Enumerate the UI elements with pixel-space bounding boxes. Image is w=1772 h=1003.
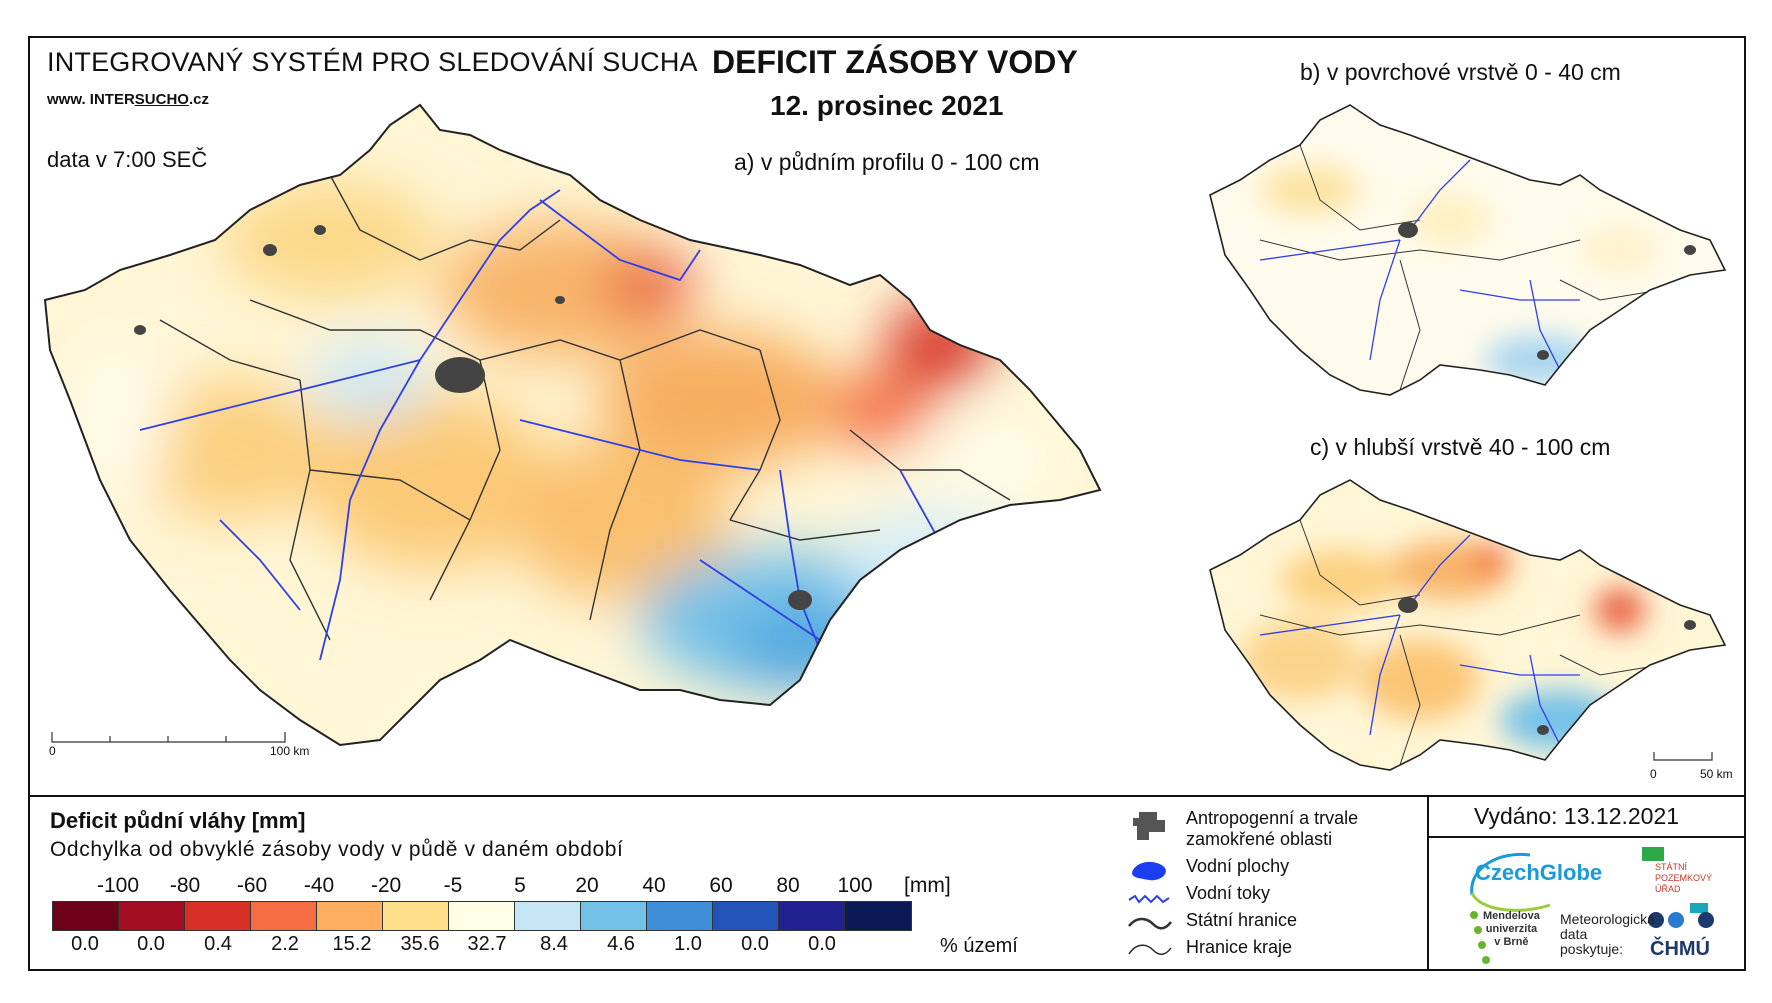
state-border-icon <box>1127 917 1173 930</box>
legend-unit: [mm] <box>904 874 951 897</box>
mendelu-dot-icon <box>1470 911 1478 919</box>
system-title: INTEGROVANÝ SYSTÉM PRO SLEDOVÁNÍ SUCHA <box>47 47 698 77</box>
symbol-label-state-border: Státní hranice <box>1186 910 1298 930</box>
issued-divider <box>1427 836 1746 838</box>
symbol-label-rivers: Vodní toky <box>1186 883 1271 903</box>
legend-tick: -5 <box>443 874 463 897</box>
web-prefix: www. INTER <box>47 91 135 108</box>
chmu-logo-icon <box>1698 912 1714 928</box>
chmu-logo-icon <box>1668 912 1684 928</box>
legend-percent: 35.6 <box>400 933 440 955</box>
logo-graphics <box>1470 847 1714 964</box>
data-time: data v 7:00 SEČ <box>47 147 208 172</box>
legend-swatch <box>251 902 317 930</box>
scale-a-start: 0 <box>49 744 56 758</box>
map-c <box>1209 479 1727 771</box>
chmu-logo-text: ČHMÚ <box>1650 938 1710 960</box>
scale-bar-a <box>51 732 286 743</box>
symbol-label-water: Vodní plochy <box>1186 856 1290 876</box>
spu-logo-text: STÁTNÍ POZEMKOVÝ ÚŘAD <box>1655 862 1713 894</box>
legend-percent: 32.7 <box>467 933 507 955</box>
region-border-icon <box>1128 944 1172 955</box>
chmu-logo-icon <box>1648 912 1664 928</box>
scale-a-end: 100 km <box>270 744 310 758</box>
legend-swatch <box>581 902 647 930</box>
web-brand: SUCHO <box>134 91 189 108</box>
mendelu-dot-icon <box>1478 941 1486 949</box>
legend-colorbar <box>52 901 912 931</box>
scale-c-end: 50 km <box>1700 767 1733 781</box>
website-link[interactable]: www. INTERSUCHO.cz <box>47 91 209 108</box>
legend-divider <box>28 795 1746 797</box>
legend-tick: -20 <box>370 874 402 897</box>
legend-percent: 8.4 <box>540 933 568 955</box>
spu-logo-icon <box>1690 903 1708 913</box>
legend-percent: 1.0 <box>674 933 702 955</box>
legend-swatch <box>779 902 845 930</box>
mendelu-logo-text: Mendelova univerzita v Brně <box>1483 910 1540 948</box>
legend-percent: 15.2 <box>332 933 372 955</box>
legend-tick: -100 <box>96 874 140 897</box>
legend-percent-label: % území <box>940 935 1018 957</box>
symbol-label-region-border: Hranice kraje <box>1186 937 1293 957</box>
met-data-text: Meteorologická data poskytuje: <box>1560 911 1655 957</box>
legend-tick: 100 <box>837 874 873 897</box>
legend-swatch <box>185 902 251 930</box>
legend-percent: 0.0 <box>71 933 99 955</box>
footer-divider <box>1427 795 1429 971</box>
legend-swatch <box>317 902 383 930</box>
symbol-label-urban: Antropogenní a trvale zamokřené oblasti <box>1186 808 1359 849</box>
legend-swatch <box>383 902 449 930</box>
legend-percent: 0.0 <box>741 933 769 955</box>
legend-percent: 0.4 <box>204 933 232 955</box>
czechglobe-arc-icon <box>1470 852 1531 896</box>
legend-tick: 20 <box>575 874 599 897</box>
urban-area-icon <box>1133 812 1165 840</box>
legend-swatch <box>449 902 515 930</box>
mendelu-dot-icon <box>1482 956 1490 964</box>
map-b-label: b) v povrchové vrstvě 0 - 40 cm <box>1300 59 1621 85</box>
legend-tick: 80 <box>776 874 800 897</box>
legend-subtitle: Odchylka od obvyklé zásoby vody v půdě v… <box>50 838 624 861</box>
legend-swatch <box>713 902 779 930</box>
map-a-label: a) v půdním profilu 0 - 100 cm <box>734 149 1040 175</box>
map-a <box>43 103 1102 747</box>
scale-c-start: 0 <box>1650 767 1657 781</box>
symbol-icons <box>1127 812 1173 955</box>
legend-tick: 60 <box>709 874 733 897</box>
legend-swatch <box>845 902 911 930</box>
water-body-icon <box>1132 861 1166 881</box>
map-c-label: c) v hlubší vrstvě 40 - 100 cm <box>1310 434 1611 460</box>
main-title: DEFICIT ZÁSOBY VODY <box>712 44 1078 80</box>
legend-swatch <box>515 902 581 930</box>
maps-svg <box>43 103 1727 771</box>
legend-tick: 5 <box>514 874 526 897</box>
map-frame <box>28 36 1746 971</box>
legend-swatch <box>53 902 119 930</box>
legend-percent: 4.6 <box>607 933 635 955</box>
web-suffix: .cz <box>188 91 209 108</box>
legend-swatch <box>647 902 713 930</box>
issued-date: Vydáno: 13.12.2021 <box>1474 803 1680 829</box>
czechglobe-arc-icon <box>1470 892 1551 912</box>
mendelu-dot-icon <box>1474 926 1482 934</box>
czechglobe-logo: CzechGlobe <box>1475 860 1603 885</box>
legend-percent: 0.0 <box>137 933 165 955</box>
river-icon <box>1128 894 1170 904</box>
legend-tick: -80 <box>169 874 201 897</box>
map-date: 12. prosinec 2021 <box>770 90 1004 121</box>
legend-tick: -60 <box>236 874 268 897</box>
scale-bar-c <box>1653 752 1713 761</box>
legend-tick: 40 <box>642 874 666 897</box>
spu-logo-icon <box>1642 847 1664 861</box>
legend-swatch <box>119 902 185 930</box>
map-b <box>1209 104 1727 396</box>
legend-title: Deficit půdní vláhy [mm] <box>50 808 306 833</box>
legend-tick: -40 <box>303 874 335 897</box>
legend-percent: 0.0 <box>808 933 836 955</box>
legend-percent: 2.2 <box>271 933 299 955</box>
